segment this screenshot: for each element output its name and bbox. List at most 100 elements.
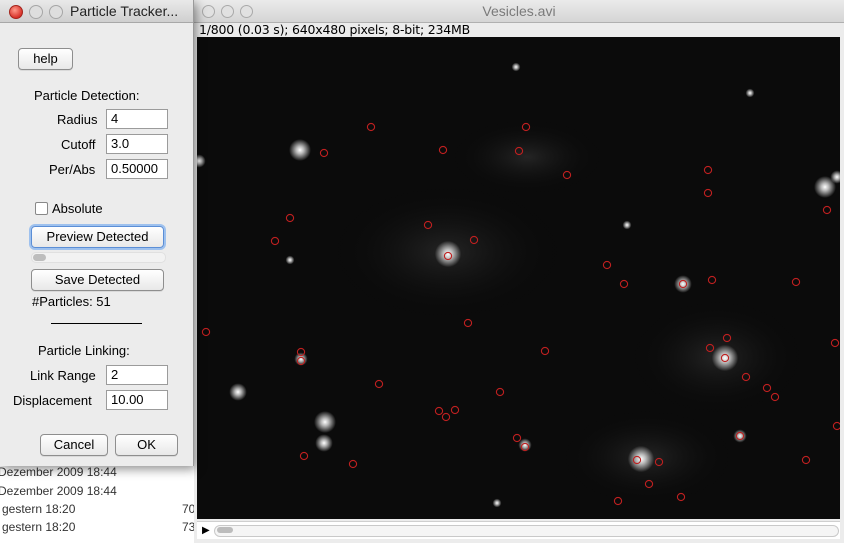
particle-marker xyxy=(762,383,772,393)
particle-marker xyxy=(654,457,664,467)
list-item[interactable]: Dezember 2009 18:44 xyxy=(0,482,200,501)
microscopy-image-canvas[interactable] xyxy=(192,37,844,519)
bright-spot xyxy=(229,383,247,401)
frame-scroll-thumb[interactable] xyxy=(217,527,233,533)
preview-detected-button[interactable]: Preview Detected xyxy=(31,226,164,248)
zoom-window-icon[interactable] xyxy=(240,5,253,18)
displacement-label: Displacement xyxy=(13,393,92,408)
particle-marker xyxy=(374,379,384,389)
bright-spot xyxy=(674,275,692,293)
bright-spot xyxy=(294,352,308,366)
close-icon[interactable] xyxy=(9,5,23,19)
image-info-text: 1/800 (0.03 s); 640x480 pixels; 8-bit; 2… xyxy=(199,22,470,37)
play-icon[interactable]: ▶ xyxy=(202,525,210,536)
linkrange-field[interactable] xyxy=(106,365,168,385)
list-item[interactable]: gestern 18:20 70 xyxy=(0,500,200,519)
close-window-icon[interactable] xyxy=(202,5,215,18)
bright-spot xyxy=(711,344,739,372)
cutoff-field[interactable] xyxy=(106,134,168,154)
particle-marker xyxy=(285,213,295,223)
list-item-size: 70 xyxy=(182,502,196,516)
particle-marker xyxy=(678,279,688,289)
cutoff-label: Cutoff xyxy=(61,137,96,152)
particle-marker xyxy=(720,353,730,363)
list-item-size: 73 xyxy=(182,520,196,534)
particle-marker xyxy=(469,235,479,245)
cancel-button[interactable]: Cancel xyxy=(40,434,108,456)
absolute-label: Absolute xyxy=(52,201,103,216)
linkrange-label: Link Range xyxy=(30,368,96,383)
radius-field[interactable] xyxy=(106,109,168,129)
particle-marker xyxy=(613,496,623,506)
frame-scrollbar[interactable]: ▶ xyxy=(197,521,840,539)
list-item[interactable]: gestern 18:20 73 xyxy=(0,518,200,537)
particle-marker xyxy=(676,492,686,502)
bright-spot xyxy=(745,88,755,98)
particle-marker xyxy=(707,275,717,285)
particle-marker xyxy=(832,421,842,431)
list-item-date: gestern 18:20 xyxy=(2,520,76,534)
bright-spot xyxy=(434,240,462,268)
particle-marker xyxy=(791,277,801,287)
particle-marker xyxy=(741,372,751,382)
particle-marker xyxy=(296,347,306,357)
particle-marker xyxy=(348,459,358,469)
particle-marker xyxy=(463,318,473,328)
particle-marker xyxy=(801,455,811,465)
bright-spot xyxy=(622,220,632,230)
perabs-field[interactable] xyxy=(106,159,168,179)
preview-progress-bar xyxy=(31,252,166,263)
particle-marker xyxy=(423,220,433,230)
particle-marker xyxy=(735,431,745,441)
particle-marker xyxy=(512,433,522,443)
particle-marker xyxy=(822,205,832,215)
list-item-date: gestern 18:20 xyxy=(2,502,76,516)
particle-marker xyxy=(602,260,612,270)
bright-spot xyxy=(314,411,336,433)
particle-tracker-dialog: Particle Tracker... help Particle Detect… xyxy=(0,0,194,466)
dialog-titlebar[interactable]: Particle Tracker... xyxy=(0,0,193,23)
bright-spot xyxy=(192,154,206,168)
image-window-titlebar[interactable]: Vesicles.avi xyxy=(194,0,844,23)
particle-marker xyxy=(540,346,550,356)
minimize-icon[interactable] xyxy=(29,5,43,19)
linking-heading: Particle Linking: xyxy=(38,343,130,358)
particle-marker xyxy=(201,327,211,337)
detection-heading: Particle Detection: xyxy=(34,88,140,103)
particle-marker xyxy=(830,338,840,348)
preview-progress-fill xyxy=(33,254,46,261)
perabs-label: Per/Abs xyxy=(49,162,96,177)
particle-marker xyxy=(619,279,629,289)
minimize-window-icon[interactable] xyxy=(221,5,234,18)
absolute-checkbox[interactable] xyxy=(35,202,48,215)
particle-marker xyxy=(319,148,329,158)
zoom-icon[interactable] xyxy=(49,5,63,19)
particle-overlay xyxy=(192,62,844,508)
particle-marker xyxy=(514,146,524,156)
particle-marker xyxy=(296,356,306,366)
particle-marker xyxy=(450,405,460,415)
list-item[interactable]: Dezember 2009 18:44 xyxy=(0,463,200,482)
list-item-date: Dezember 2009 18:44 xyxy=(0,465,117,479)
displacement-field[interactable] xyxy=(106,390,168,410)
frame-scroll-track[interactable] xyxy=(214,525,839,537)
help-button[interactable]: help xyxy=(18,48,73,70)
ok-button[interactable]: OK xyxy=(115,434,178,456)
bright-spot xyxy=(289,139,311,161)
particle-marker xyxy=(520,442,530,452)
particle-marker xyxy=(705,343,715,353)
particle-marker xyxy=(366,122,376,132)
save-detected-button[interactable]: Save Detected xyxy=(31,269,164,291)
radius-label: Radius xyxy=(57,112,98,127)
particle-marker xyxy=(270,236,280,246)
list-item-date: Dezember 2009 18:44 xyxy=(0,484,117,498)
bright-spot xyxy=(511,62,521,72)
particles-count: #Particles: 51 xyxy=(32,294,111,309)
particle-marker xyxy=(438,145,448,155)
particle-marker xyxy=(441,412,451,422)
bright-spot xyxy=(814,176,836,198)
dialog-title: Particle Tracker... xyxy=(70,3,179,19)
bright-spot xyxy=(733,429,747,443)
particle-marker xyxy=(562,170,572,180)
particle-marker xyxy=(770,392,780,402)
